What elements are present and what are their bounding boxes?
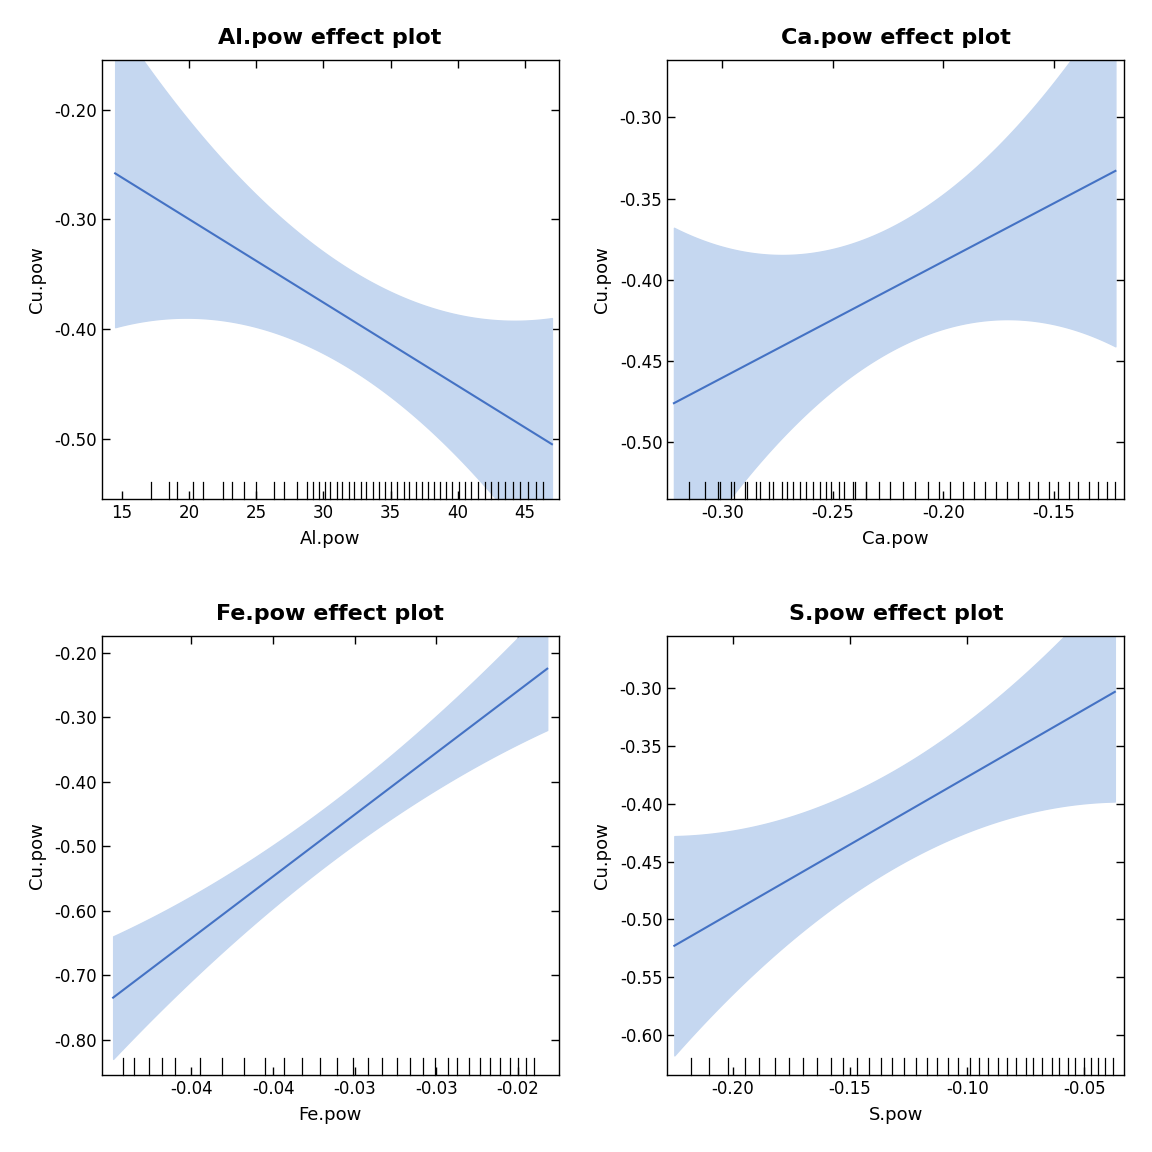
Title: Ca.pow effect plot: Ca.pow effect plot [781,28,1010,47]
X-axis label: Al.pow: Al.pow [300,530,361,548]
X-axis label: Fe.pow: Fe.pow [298,1106,362,1124]
X-axis label: Ca.pow: Ca.pow [863,530,929,548]
Y-axis label: Cu.pow: Cu.pow [28,247,46,313]
Title: S.pow effect plot: S.pow effect plot [788,604,1003,623]
Y-axis label: Cu.pow: Cu.pow [28,823,46,889]
Y-axis label: Cu.pow: Cu.pow [593,247,612,313]
Y-axis label: Cu.pow: Cu.pow [593,823,612,889]
X-axis label: S.pow: S.pow [869,1106,923,1124]
Title: Al.pow effect plot: Al.pow effect plot [219,28,442,47]
Title: Fe.pow effect plot: Fe.pow effect plot [217,604,445,623]
